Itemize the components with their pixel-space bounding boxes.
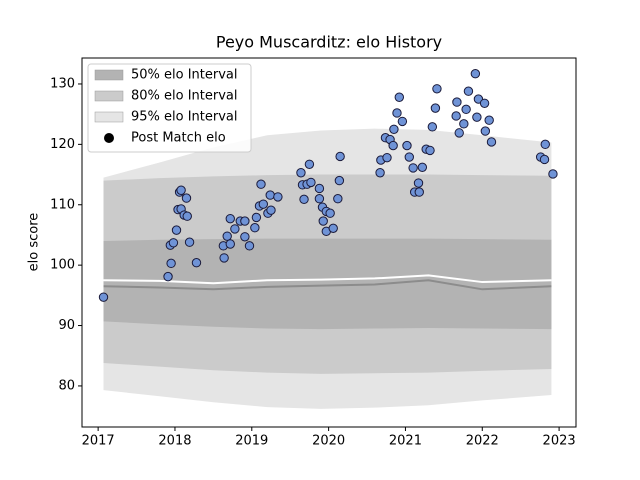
data-point xyxy=(334,175,345,186)
legend-marker xyxy=(104,133,114,143)
data-point xyxy=(402,140,412,151)
x-tick-label: 2020 xyxy=(312,434,345,449)
data-point xyxy=(392,108,402,118)
data-point xyxy=(413,178,424,188)
legend-swatch xyxy=(94,90,124,102)
legend-swatch xyxy=(94,69,124,81)
data-point xyxy=(540,139,550,150)
x-tick-label: 2023 xyxy=(543,434,576,449)
data-point xyxy=(486,137,497,147)
legend-label: Post Match elo xyxy=(131,131,226,146)
data-point xyxy=(244,241,255,251)
estimate-line xyxy=(103,279,552,291)
data-point xyxy=(240,216,250,226)
data-point xyxy=(176,185,186,195)
y-tick-label: 110 xyxy=(50,197,75,212)
legend-label: 50% elo Interval xyxy=(131,68,238,83)
y-tick-label: 120 xyxy=(50,137,75,152)
data-point xyxy=(325,208,335,218)
data-point xyxy=(163,271,173,282)
data-point xyxy=(273,192,283,202)
data-point xyxy=(166,258,176,269)
data-point xyxy=(461,104,471,115)
data-point xyxy=(168,238,179,248)
data-point xyxy=(256,179,266,189)
data-point xyxy=(299,194,309,205)
x-tick-label: 2017 xyxy=(82,434,115,449)
data-point xyxy=(335,151,345,162)
data-point xyxy=(388,140,398,151)
data-point xyxy=(408,163,418,173)
legend-box xyxy=(87,63,252,153)
estimate-line xyxy=(103,274,552,285)
data-point xyxy=(451,111,461,121)
y-tick-label: 100 xyxy=(50,258,75,273)
x-tick-label: 2022 xyxy=(466,434,499,449)
data-point xyxy=(266,205,276,215)
data-point xyxy=(459,119,469,129)
data-point xyxy=(548,169,558,179)
data-point xyxy=(382,152,392,163)
data-point xyxy=(479,98,490,108)
data-point xyxy=(539,154,550,165)
data-point xyxy=(98,292,109,302)
x-tick-label: 2021 xyxy=(389,434,422,449)
x-tick-label: 2019 xyxy=(235,434,268,449)
data-point xyxy=(328,223,338,234)
data-point xyxy=(314,183,325,194)
data-point xyxy=(171,225,182,235)
data-point xyxy=(184,237,195,247)
data-point xyxy=(296,168,306,178)
legend-label: 95% elo Interval xyxy=(131,110,238,125)
data-point xyxy=(432,84,442,94)
data-point xyxy=(472,112,482,122)
data-point xyxy=(463,86,474,96)
data-point xyxy=(430,103,441,113)
data-point xyxy=(318,216,328,226)
data-point xyxy=(333,194,343,204)
y-tick-label: 80 xyxy=(58,378,75,393)
data-point xyxy=(225,213,235,224)
y-tick-label: 130 xyxy=(50,76,75,91)
data-point xyxy=(191,258,202,268)
y-axis-label: elo score xyxy=(27,213,42,272)
data-point xyxy=(306,177,316,188)
data-point xyxy=(314,194,325,204)
y-tick-label: 90 xyxy=(58,318,75,333)
data-point xyxy=(397,116,408,127)
data-point xyxy=(304,159,315,169)
data-point xyxy=(404,152,414,162)
data-point xyxy=(484,115,494,125)
data-point xyxy=(250,223,260,233)
data-point xyxy=(417,162,428,173)
chart-title: Peyo Muscarditz: elo History xyxy=(216,33,442,52)
data-point xyxy=(375,168,385,178)
data-point xyxy=(394,92,404,102)
data-point xyxy=(265,190,275,200)
data-point xyxy=(225,239,235,249)
legend: 50% elo Interval 80% elo Interval 95% elo … xyxy=(87,63,252,153)
data-point xyxy=(427,122,438,132)
x-tick-label: 2018 xyxy=(158,434,191,449)
data-point xyxy=(470,69,481,79)
data-point xyxy=(414,187,424,197)
data-point xyxy=(454,128,464,138)
data-point xyxy=(258,199,269,209)
data-point xyxy=(230,224,240,234)
data-point xyxy=(480,126,491,136)
data-point xyxy=(182,211,192,221)
data-point xyxy=(219,253,229,263)
interval-band xyxy=(103,238,552,330)
data-point xyxy=(425,145,435,156)
data-point xyxy=(452,97,462,107)
data-point xyxy=(389,124,399,134)
data-point xyxy=(240,232,250,242)
legend-label: 80% elo Interval xyxy=(131,89,238,104)
data-point xyxy=(181,193,192,203)
data-point xyxy=(222,231,232,241)
legend-swatch xyxy=(94,111,124,123)
data-point xyxy=(251,212,262,223)
